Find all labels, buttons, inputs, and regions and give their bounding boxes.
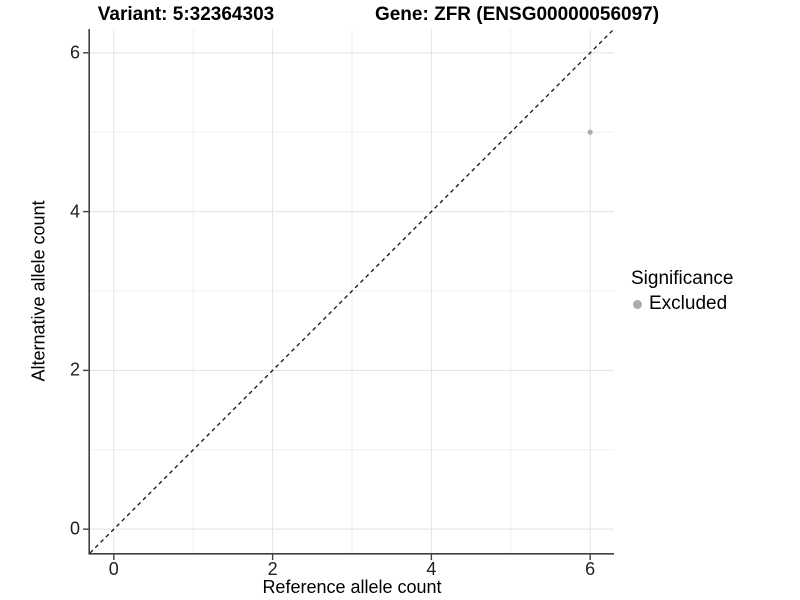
plot-title-gene: Gene: ZFR (ENSG00000056097) bbox=[374, 4, 660, 25]
x-axis-title: Reference allele count bbox=[262, 577, 442, 597]
y-tick-label: 4 bbox=[69, 201, 80, 222]
legend-title: Significance bbox=[631, 268, 734, 289]
legend-item-excluded: Excluded bbox=[631, 293, 733, 315]
legend: Significance Excluded bbox=[631, 268, 733, 315]
legend-item-label: Excluded bbox=[649, 293, 728, 314]
plot-title-variant: Variant: 5:32364303 bbox=[97, 4, 275, 25]
data-point bbox=[587, 129, 593, 135]
x-tick-label: 2 bbox=[267, 559, 278, 579]
y-tick-label: 2 bbox=[69, 359, 80, 380]
y-axis-title: Alternative allele count bbox=[28, 200, 49, 382]
x-tick-label: 6 bbox=[585, 559, 596, 579]
x-tick-label: 0 bbox=[108, 559, 119, 579]
identity-line bbox=[89, 28, 615, 554]
y-tick-label: 6 bbox=[69, 42, 80, 63]
excluded-circle-icon bbox=[633, 299, 642, 309]
y-tick-label: 0 bbox=[69, 518, 80, 539]
x-tick-label: 4 bbox=[426, 559, 437, 579]
